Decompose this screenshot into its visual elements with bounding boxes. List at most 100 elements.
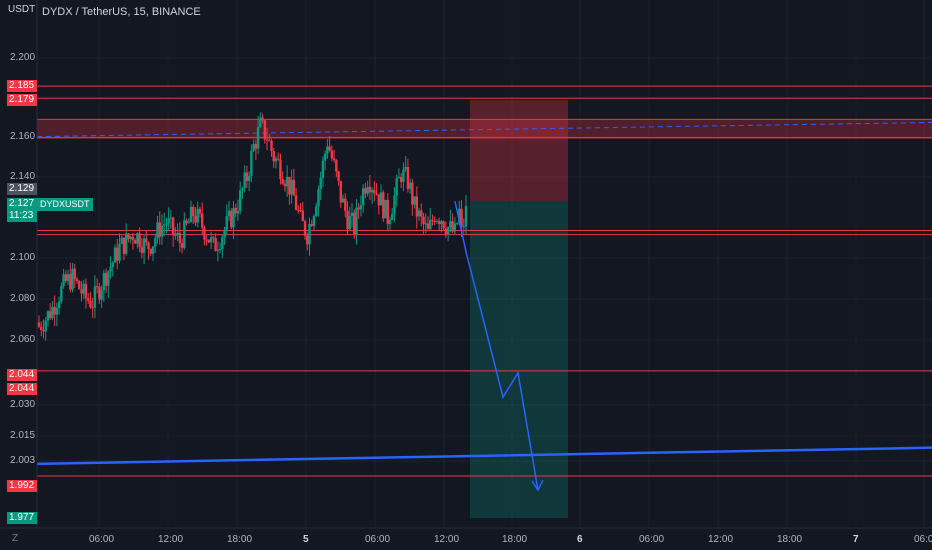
countdown-timer: 11:23	[7, 210, 37, 222]
candle-body	[216, 250, 220, 252]
candle-body	[127, 233, 130, 240]
candle-body	[268, 140, 271, 142]
candle-body	[69, 274, 72, 290]
timezone-icon[interactable]: Z	[12, 533, 19, 544]
candle-body	[245, 172, 249, 181]
candle-body	[214, 237, 217, 252]
candle-body	[319, 177, 322, 190]
candle-body	[256, 127, 260, 149]
symbol-title[interactable]: DYDX / TetherUS, 15, BINANCE	[42, 6, 201, 18]
candle-body	[433, 220, 436, 222]
candle-body	[348, 215, 351, 230]
candle-body	[218, 249, 222, 251]
candle-body	[75, 278, 79, 282]
candle-body	[455, 223, 459, 225]
candle-body	[149, 249, 152, 254]
symbol-price-label: DYDXUSDT	[37, 198, 93, 211]
candle-body	[306, 235, 309, 245]
candle-body	[353, 212, 356, 235]
candle-body	[288, 176, 291, 195]
short-position-target-zone[interactable]	[470, 201, 568, 518]
price-tag-level: 1.992	[7, 480, 37, 492]
candle-body	[234, 207, 237, 214]
candle-body	[174, 234, 177, 236]
candle-body	[111, 262, 114, 267]
candle-body	[147, 242, 150, 250]
candle-body	[408, 182, 412, 189]
candle-body	[158, 222, 161, 237]
candle-body	[299, 210, 302, 212]
price-tag-level: 2.185	[7, 80, 37, 92]
candle-body	[406, 166, 410, 189]
candle-body	[178, 232, 182, 243]
candle-body	[243, 172, 246, 189]
y-tick: 2.015	[10, 430, 36, 441]
candle-body	[209, 237, 213, 243]
candle-body	[442, 221, 445, 229]
candle-body	[73, 268, 76, 279]
candle-body	[60, 285, 63, 302]
candle-body	[272, 150, 275, 162]
candle-body	[308, 224, 311, 245]
candle-body	[131, 236, 135, 241]
candle-body	[104, 272, 108, 286]
horizontal-levels	[37, 85, 932, 477]
candle-body	[200, 213, 204, 228]
candle-body	[386, 199, 389, 225]
candle-body	[207, 239, 211, 243]
candle-body	[185, 220, 188, 224]
candle-body	[435, 220, 439, 222]
candle-body	[138, 233, 141, 248]
candle-body	[344, 198, 347, 211]
candle-body	[46, 311, 50, 321]
candle-body	[93, 286, 97, 308]
candle-body	[205, 239, 208, 241]
candle-body	[51, 306, 54, 319]
candle-body	[198, 208, 202, 214]
candle-body	[310, 224, 313, 227]
x-tick: 7	[853, 534, 859, 545]
candle-body	[53, 306, 56, 315]
candle-body	[341, 198, 345, 203]
candle-body	[259, 117, 262, 128]
y-tick: 2.160	[10, 131, 36, 142]
candle-body	[254, 144, 258, 149]
candle-body	[98, 286, 101, 300]
candle-body	[80, 289, 83, 294]
candle-body	[391, 213, 394, 220]
candle-body	[55, 308, 59, 315]
candle-body	[142, 238, 146, 253]
candle-body	[160, 225, 164, 237]
candle-body	[165, 223, 168, 225]
candle-body	[384, 199, 387, 219]
candle-body	[355, 207, 358, 235]
candle-body	[402, 169, 405, 182]
candle-body	[337, 171, 340, 181]
candle-body	[357, 207, 360, 210]
candle-body	[429, 219, 432, 230]
candle-body	[265, 139, 269, 141]
candle-body	[151, 246, 155, 254]
candle-body	[301, 210, 305, 222]
candle-body	[122, 237, 126, 254]
candle-body	[361, 188, 365, 206]
x-tick: 18:00	[502, 534, 528, 545]
candle-body	[180, 242, 184, 248]
candle-body	[368, 186, 372, 193]
candle-body	[294, 195, 298, 210]
x-tick: 18:00	[227, 534, 253, 545]
x-tick: 06:00	[89, 534, 115, 545]
y-tick: 2.003	[10, 455, 36, 466]
candle-body	[317, 189, 320, 207]
candle-body	[169, 217, 173, 219]
candle-body	[57, 301, 61, 309]
candle-body	[227, 210, 231, 217]
x-tick: 5	[303, 534, 309, 545]
short-position-stop-zone[interactable]	[470, 100, 568, 201]
candle-body	[225, 216, 228, 230]
candle-body	[431, 219, 434, 221]
candle-body	[48, 311, 52, 319]
candle-body	[444, 228, 448, 234]
candle-body	[413, 196, 416, 205]
